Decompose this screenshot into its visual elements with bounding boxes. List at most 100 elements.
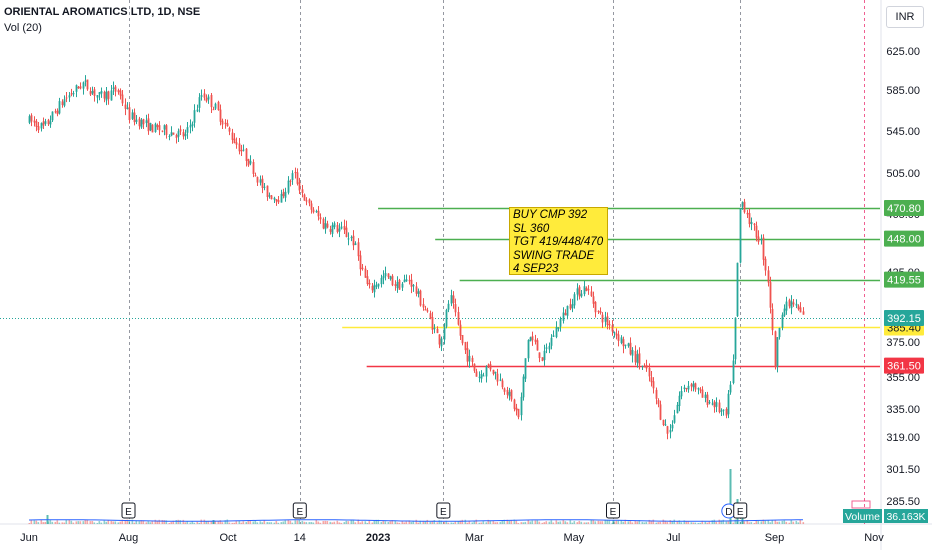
volume-bar-27 (91, 521, 94, 524)
candle-body-218 (536, 340, 539, 351)
volume-bar-258 (629, 520, 632, 524)
candle-body-43 (128, 107, 131, 121)
candle-body-181 (450, 294, 453, 304)
candle-body-226 (555, 326, 558, 338)
volume-bar-86 (228, 522, 231, 524)
candle-body-236 (578, 286, 581, 297)
volume-bar-20 (75, 521, 78, 524)
candle-body-56 (158, 125, 161, 131)
candle-body-189 (468, 355, 471, 362)
candle-body-105 (273, 197, 276, 200)
volume-bar-98 (256, 522, 259, 524)
volume-bar-132 (336, 520, 339, 524)
volume-bar-298 (722, 519, 725, 524)
volume-bar-247 (604, 519, 607, 524)
candle-body-116 (298, 182, 301, 191)
candle-body-313 (757, 236, 760, 242)
volume-bar-288 (699, 522, 702, 524)
candle-body-55 (156, 124, 159, 128)
candle-body-254 (620, 337, 623, 344)
volume-bar-118 (303, 521, 306, 524)
level-badge-stop-loss-text: 361.50 (887, 361, 921, 373)
candle-body-162 (405, 279, 408, 282)
candle-body-106 (275, 199, 278, 202)
candle-body-293 (711, 403, 714, 405)
candle-body-112 (289, 180, 292, 182)
candle-body-197 (487, 364, 490, 366)
candle-body-122 (312, 209, 315, 213)
candle-body-302 (732, 360, 735, 384)
candle-body-51 (147, 118, 150, 132)
candle-body-167 (417, 291, 420, 294)
volume-bar-280 (680, 522, 683, 524)
candle-body-300 (727, 393, 730, 415)
volume-bar-321 (776, 521, 779, 524)
candle-body-323 (781, 314, 784, 328)
candle-body-325 (785, 301, 788, 311)
volume-spike-3 (729, 469, 732, 524)
volume-bar-289 (701, 520, 704, 524)
volume-bar-52 (149, 522, 152, 524)
volume-bar-136 (345, 520, 348, 524)
candle-body-73 (198, 97, 201, 108)
candle-body-183 (454, 304, 457, 313)
volume-bar-182 (452, 522, 455, 524)
volume-bar-265 (645, 521, 648, 524)
candle-body-142 (359, 255, 362, 270)
volume-bar-248 (606, 520, 609, 524)
earnings-marker-icon (436, 502, 451, 519)
volume-bar-326 (788, 522, 791, 524)
last-price-badge: 392.15 (884, 309, 924, 326)
volume-bar-60 (168, 522, 171, 524)
candle-body-145 (366, 276, 369, 284)
volume-bar-213 (524, 521, 527, 524)
candle-body-166 (415, 286, 418, 294)
volume-indicator-label[interactable]: Vol (20) (4, 22, 42, 34)
volume-bar-85 (226, 519, 229, 524)
candle-body-244 (597, 310, 600, 312)
candle-body-241 (590, 291, 593, 297)
event-marker-2: E (436, 502, 451, 519)
candle-body-249 (608, 324, 611, 326)
event-marker-label: D (725, 507, 732, 518)
volume-bar-180 (447, 522, 450, 524)
volume-bar-35 (110, 521, 113, 524)
volume-bar-134 (340, 522, 343, 524)
candle-body-291 (706, 394, 709, 405)
volume-bar-332 (802, 522, 805, 524)
candle-body-214 (527, 340, 530, 359)
candle-body-17 (68, 95, 71, 98)
candle-body-153 (384, 273, 387, 277)
candle-body-248 (606, 316, 609, 325)
volume-bar-114 (294, 520, 297, 524)
volume-bar-42 (126, 519, 129, 524)
volume-bar-287 (697, 522, 700, 524)
volume-bar-203 (501, 520, 504, 524)
candle-body-25 (86, 79, 89, 90)
volume-bar-310 (750, 522, 753, 524)
trade-annotation[interactable]: BUY CMP 392 SL 360 TGT 419/448/470 SWING… (509, 207, 608, 275)
candle-body-28 (93, 89, 96, 96)
symbol-title[interactable]: ORIENTAL AROMATICS LTD, 1D, NSE (4, 6, 201, 18)
price-tick-2: 545.00 (886, 126, 920, 138)
volume-bar-262 (638, 520, 641, 524)
candle-body-275 (669, 429, 672, 433)
price-tick-6: 375.00 (886, 337, 920, 349)
candle-body-13 (58, 101, 61, 114)
volume-bar-33 (105, 521, 108, 524)
candle-body-301 (729, 384, 732, 393)
candle-body-225 (552, 335, 555, 337)
candle-body-42 (126, 107, 129, 109)
candle-body-11 (54, 111, 57, 113)
candle-body-12 (56, 110, 59, 115)
candle-body-144 (364, 268, 367, 278)
volume-bar-274 (666, 521, 669, 524)
candle-body-31 (100, 91, 103, 94)
level-badge-target-3: 470.80 (884, 200, 924, 217)
volume-bar-272 (662, 519, 665, 524)
volume-bar-80 (214, 521, 217, 524)
currency-button[interactable]: INR (886, 6, 924, 28)
candle-body-22 (79, 86, 82, 89)
event-marker-0: E (121, 502, 136, 519)
